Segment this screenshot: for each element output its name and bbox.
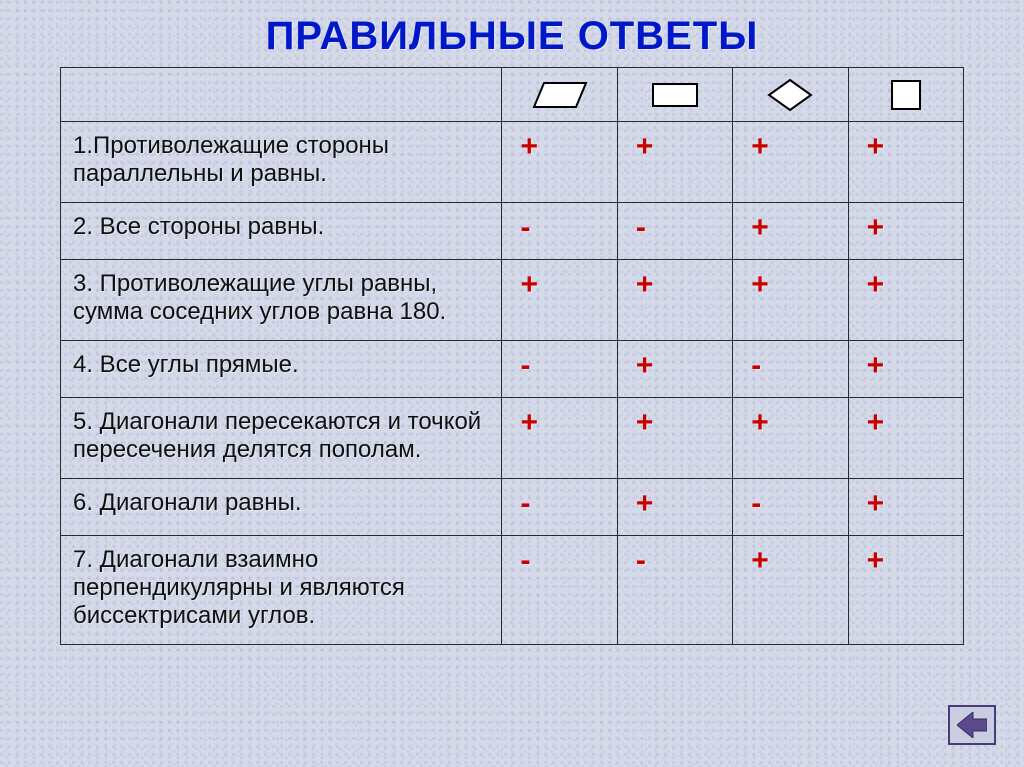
header-shape-rectangle <box>617 68 732 122</box>
table-row: 1.Противолежащие стороны параллельны и р… <box>61 122 964 203</box>
answer-cell: + <box>733 260 848 341</box>
row-label-text: 1.Противолежащие стороны параллельны и р… <box>73 132 389 187</box>
answer-mark: + <box>751 268 769 301</box>
parallelogram-icon <box>532 80 588 107</box>
table-row: 2. Все стороны равны. - - + + <box>61 203 964 260</box>
answer-cell: - <box>617 536 732 645</box>
answer-mark: + <box>520 268 538 301</box>
answer-cell: - <box>733 341 848 398</box>
answer-cell: + <box>848 203 963 260</box>
answer-cell: - <box>502 479 617 536</box>
answer-cell: + <box>848 341 963 398</box>
row-label-text: 7. Диагонали взаимно перпендикулярны и я… <box>73 546 405 629</box>
row-label-text: 5. Диагонали пересекаются и точкой перес… <box>73 408 481 463</box>
answer-cell: - <box>733 479 848 536</box>
row-label-text: 3. Противолежащие углы равны, сумма сосе… <box>73 270 446 325</box>
answer-cell: - <box>502 536 617 645</box>
row-label: 6. Диагонали равны. <box>61 479 502 536</box>
answer-mark: + <box>520 406 538 439</box>
answer-cell: + <box>733 203 848 260</box>
row-label: 3. Противолежащие углы равны, сумма сосе… <box>61 260 502 341</box>
answer-mark: - <box>751 349 761 382</box>
prev-slide-button[interactable] <box>948 705 996 745</box>
answer-mark: + <box>751 130 769 163</box>
answer-mark: - <box>751 487 761 520</box>
answer-mark: + <box>867 130 885 163</box>
table-row: 3. Противолежащие углы равны, сумма сосе… <box>61 260 964 341</box>
answer-mark: + <box>867 487 885 520</box>
header-shape-rhombus <box>733 68 848 122</box>
answer-cell: - <box>502 203 617 260</box>
row-label: 1.Противолежащие стороны параллельны и р… <box>61 122 502 203</box>
row-label: 7. Диагонали взаимно перпендикулярны и я… <box>61 536 502 645</box>
header-row <box>61 68 964 122</box>
answer-cell: + <box>848 122 963 203</box>
answer-cell: + <box>617 122 732 203</box>
answer-mark: + <box>867 268 885 301</box>
table-row: 4. Все углы прямые. - + - + <box>61 341 964 398</box>
answer-cell: + <box>848 479 963 536</box>
answer-mark: - <box>636 544 646 577</box>
answer-cell: + <box>733 122 848 203</box>
answers-table: 1.Противолежащие стороны параллельны и р… <box>60 67 964 645</box>
answer-cell: + <box>617 260 732 341</box>
answer-mark: - <box>520 211 530 244</box>
row-label-text: 4. Все углы прямые. <box>73 351 299 378</box>
row-label-text: 6. Диагонали равны. <box>73 489 302 516</box>
answer-mark: + <box>867 349 885 382</box>
answer-cell: + <box>733 398 848 479</box>
answer-mark: - <box>520 487 530 520</box>
row-label: 5. Диагонали пересекаются и точкой перес… <box>61 398 502 479</box>
answer-mark: + <box>636 349 654 382</box>
answer-cell: + <box>502 122 617 203</box>
answer-mark: + <box>636 268 654 301</box>
answer-cell: + <box>617 398 732 479</box>
row-label-text: 2. Все стороны равны. <box>73 213 324 240</box>
rhombus-icon <box>766 80 814 107</box>
answer-mark: + <box>867 406 885 439</box>
answer-cell: + <box>617 479 732 536</box>
answer-mark: + <box>751 211 769 244</box>
answer-cell: + <box>502 398 617 479</box>
answer-mark: + <box>751 406 769 439</box>
answer-mark: + <box>520 130 538 163</box>
answer-cell: + <box>848 536 963 645</box>
rectangle-icon <box>651 80 699 107</box>
answer-mark: - <box>636 211 646 244</box>
row-label: 2. Все стороны равны. <box>61 203 502 260</box>
answer-mark: + <box>636 130 654 163</box>
square-icon <box>889 80 923 107</box>
table-row: 7. Диагонали взаимно перпендикулярны и я… <box>61 536 964 645</box>
answer-cell: + <box>617 341 732 398</box>
answer-mark: - <box>520 349 530 382</box>
table-row: 6. Диагонали равны. - + - + <box>61 479 964 536</box>
answer-cell: + <box>733 536 848 645</box>
page-title: ПРАВИЛЬНЫЕ ОТВЕТЫ <box>60 14 964 59</box>
answer-mark: + <box>867 544 885 577</box>
answer-cell: + <box>848 260 963 341</box>
arrow-left-icon <box>957 712 987 738</box>
header-shape-square <box>848 68 963 122</box>
answer-cell: + <box>502 260 617 341</box>
header-shape-parallelogram <box>502 68 617 122</box>
answer-cell: - <box>502 341 617 398</box>
answer-mark: + <box>636 487 654 520</box>
answer-cell: + <box>848 398 963 479</box>
header-empty <box>61 68 502 122</box>
row-label: 4. Все углы прямые. <box>61 341 502 398</box>
table-row: 5. Диагонали пересекаются и точкой перес… <box>61 398 964 479</box>
answer-mark: + <box>751 544 769 577</box>
answer-mark: - <box>520 544 530 577</box>
answer-mark: + <box>636 406 654 439</box>
answer-mark: + <box>867 211 885 244</box>
answer-cell: - <box>617 203 732 260</box>
